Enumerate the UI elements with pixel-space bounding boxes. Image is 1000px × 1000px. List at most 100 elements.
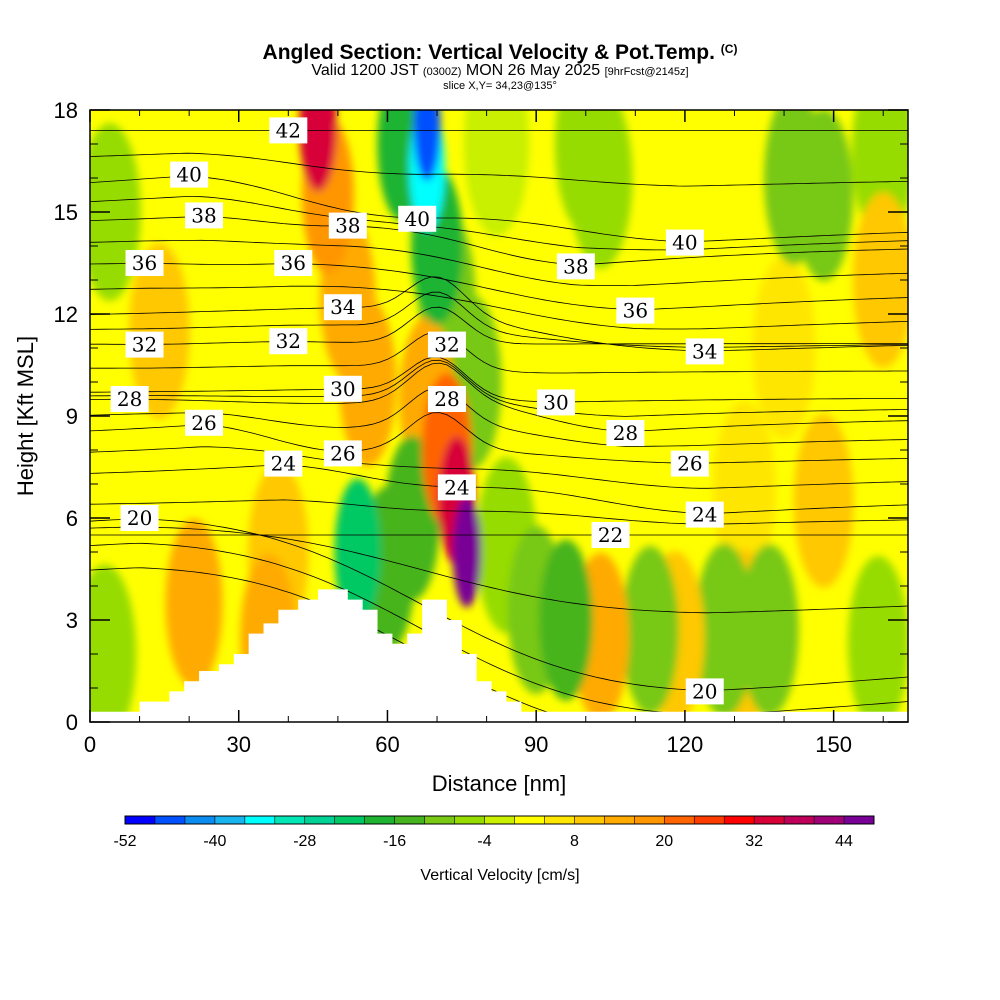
contour-label: 28	[110, 386, 149, 412]
x-tick-label: 150	[815, 732, 852, 757]
isentrope-line	[90, 262, 908, 311]
colorbar-swatch	[814, 816, 845, 824]
contour-label: 40	[398, 205, 437, 232]
isentrope-line	[90, 356, 908, 403]
y-tick-label: 9	[66, 404, 78, 429]
colorbar-swatch	[544, 816, 575, 824]
colorbar-tick-label: 20	[655, 833, 673, 850]
chart-title: Angled Section: Vertical Velocity & Pot.…	[0, 38, 1000, 64]
contour-label: 30	[323, 375, 362, 402]
isentrope-line	[90, 276, 908, 352]
contour-label-bg	[269, 117, 308, 144]
x-tick-label: 90	[524, 732, 548, 757]
isentrope-line	[90, 518, 908, 692]
forecast-info: [9hrFcst@2145z]	[604, 66, 689, 78]
chart-title-block: Angled Section: Vertical Velocity & Pot.…	[0, 38, 1000, 93]
contour-label-text: 40	[404, 207, 429, 231]
velocity-cell	[794, 110, 854, 281]
contour-label-bg	[120, 505, 159, 531]
isentrope-line	[90, 464, 908, 515]
contour-label-text: 40	[176, 163, 201, 187]
colorbar-swatch	[454, 816, 485, 824]
contour-label-bg	[537, 389, 576, 416]
contour-label-text: 22	[598, 523, 623, 547]
x-tick-label: 120	[667, 732, 704, 757]
contour-label: 26	[323, 440, 362, 467]
plot-area: 42 40 40 40 38 38 38 36 36 36 34 34 32 32 32 30 30 28 28 28…	[90, 110, 908, 722]
velocity-cell	[852, 192, 908, 368]
contour-label-bg	[269, 328, 308, 355]
copyright-mark: (C)	[720, 42, 738, 56]
contour-label-text: 30	[330, 377, 355, 401]
contour-label-text: 32	[434, 333, 459, 357]
x-axis-title: Distance [nm]	[432, 771, 567, 796]
y-tick-label: 18	[54, 98, 78, 123]
contour-label-text: 26	[677, 452, 702, 476]
colorbar-swatch	[724, 816, 755, 824]
colorbar: -52 -40 -28 -16 -4 8 20 32 44	[113, 815, 875, 850]
velocity-cell	[452, 496, 481, 608]
y-tick-label: 12	[54, 302, 78, 327]
isentrope-line	[90, 285, 908, 330]
contour-label: 20	[685, 678, 724, 705]
colorbar-swatch	[304, 816, 336, 824]
colorbar-title: Vertical Velocity [cm/s]	[420, 867, 579, 884]
contour-label-text: 36	[623, 299, 648, 323]
isentrope-line	[90, 239, 908, 286]
contour-label: 40	[665, 229, 704, 256]
contour-label-text: 32	[276, 329, 301, 353]
velocity-cell	[554, 110, 617, 233]
contour-label-bg	[685, 678, 724, 705]
colorbar-swatch	[604, 816, 635, 824]
colorbar-swatch	[694, 816, 725, 824]
contour-label-text: 36	[132, 251, 157, 275]
contour-label-bg	[323, 440, 362, 467]
colorbar-swatch	[334, 816, 365, 824]
colorbar-tick-label: -4	[477, 833, 491, 850]
contour-label: 36	[125, 250, 164, 276]
contour-label-text: 26	[191, 411, 216, 435]
colorbar-swatch	[754, 816, 785, 824]
contour-label-bg	[170, 161, 209, 188]
colorbar-swatch	[394, 816, 425, 824]
contour-label: 38	[185, 202, 224, 229]
contour-label-bg	[437, 474, 476, 501]
isentrope-line	[90, 412, 908, 464]
contour-label-text: 28	[117, 387, 142, 411]
contour-label-text: 28	[434, 387, 459, 411]
contour-label-bg	[125, 331, 164, 358]
colorbar-swatch	[574, 816, 605, 824]
contour-label-text: 24	[271, 452, 296, 476]
isentrope-line	[90, 387, 908, 447]
y-tick-label: 6	[66, 506, 78, 531]
x-tick-label: 60	[375, 732, 399, 757]
contour-label-bg	[323, 375, 362, 402]
contour-label-bg	[616, 297, 655, 324]
velocity-cell	[713, 401, 776, 581]
isentrope-line	[90, 526, 908, 614]
velocity-cell	[165, 518, 223, 688]
colorbar-swatch	[664, 816, 695, 824]
contour-label-bg	[185, 202, 224, 229]
velocity-cell	[129, 243, 190, 419]
terrain	[90, 589, 908, 722]
isentrope-line	[90, 331, 908, 374]
contour-label: 28	[427, 386, 466, 412]
y-tick-label: 0	[66, 710, 78, 735]
isentrope-line	[90, 542, 908, 716]
isentrope-line	[90, 499, 908, 525]
valid-prefix: Valid 1200 JST	[311, 62, 419, 79]
velocity-cell	[621, 546, 679, 715]
contour-label: 40	[170, 161, 209, 188]
velocity-cell	[539, 539, 593, 701]
contour-label-bg	[556, 253, 595, 280]
velocity-cell	[752, 257, 816, 439]
isentrope-line	[90, 446, 908, 489]
contour-label: 22	[591, 522, 630, 548]
contour-label: 38	[556, 253, 595, 280]
colorbar-swatch	[424, 816, 455, 824]
isentrope-line	[90, 152, 908, 187]
contour-label: 32	[125, 331, 164, 358]
colorbar-swatch	[844, 816, 875, 824]
valid-suffix: MON 26 May 2025	[465, 62, 601, 79]
